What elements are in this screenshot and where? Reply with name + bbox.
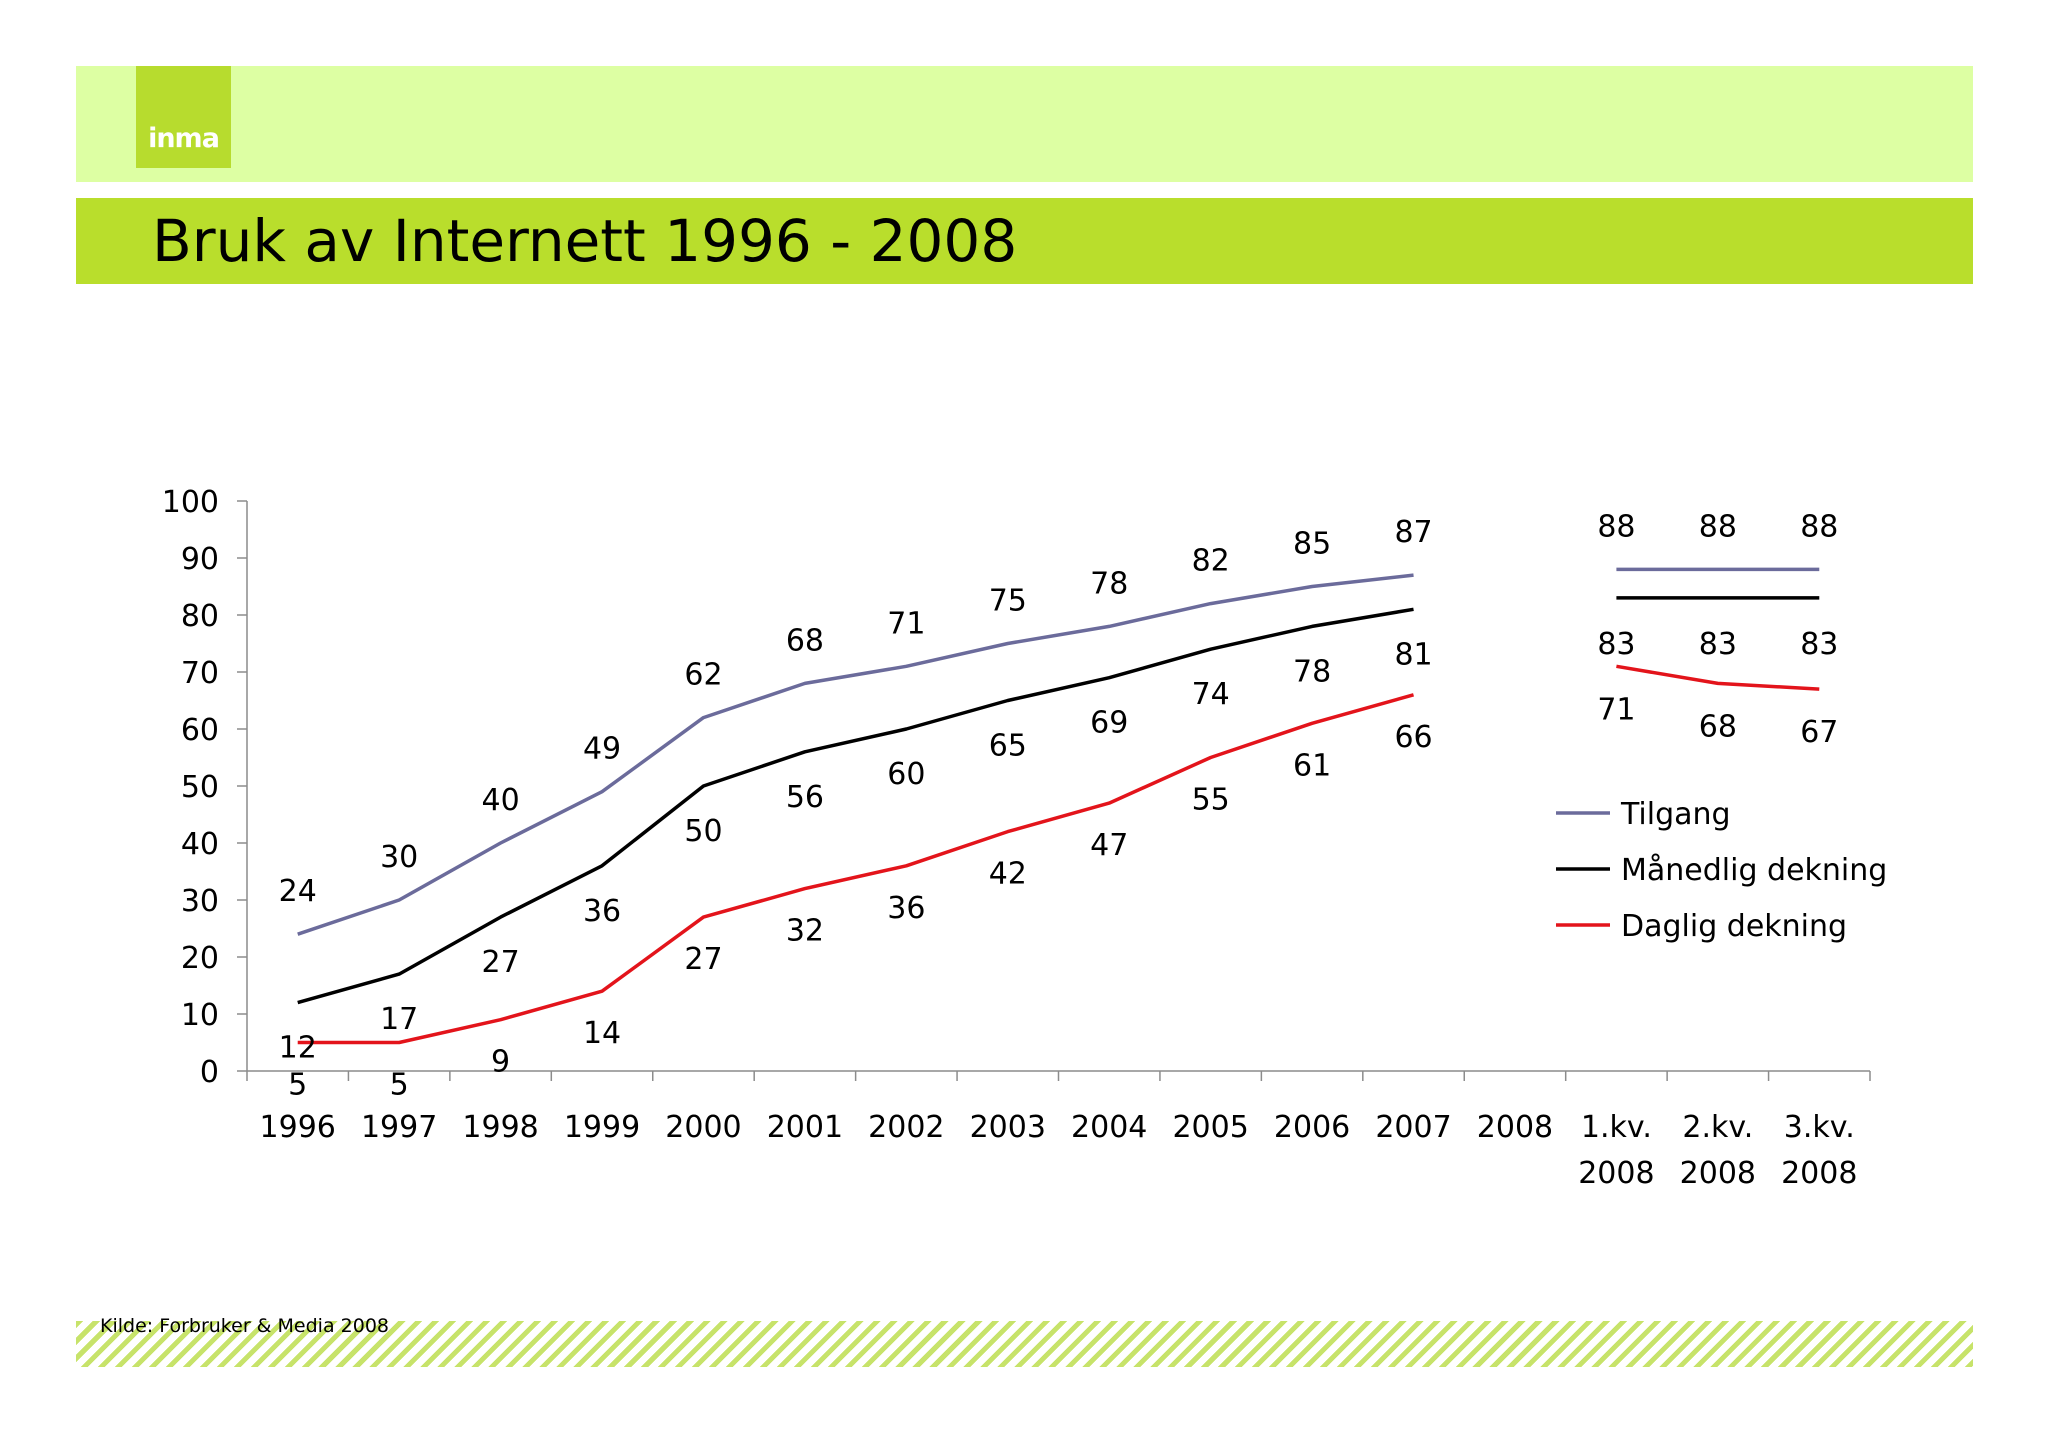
x-tick-label: 2002 — [868, 1110, 944, 1145]
data-label: 17 — [380, 1002, 418, 1037]
data-label: 81 — [1394, 637, 1432, 672]
y-tick-label: 30 — [181, 884, 219, 919]
data-label: 40 — [482, 783, 520, 818]
title-band: Bruk av Internett 1996 - 2008 — [76, 198, 1973, 284]
x-tick-label: 2.kv. — [1682, 1110, 1753, 1145]
data-label: 47 — [1090, 828, 1128, 863]
data-label: 88 — [1699, 509, 1737, 544]
data-label: 56 — [786, 780, 824, 815]
x-tick-label: 2003 — [970, 1110, 1046, 1145]
data-label: 36 — [887, 891, 925, 926]
data-label: 71 — [1597, 692, 1635, 727]
x-tick-label: 3.kv. — [1784, 1110, 1855, 1145]
x-tick-label: 1998 — [462, 1110, 538, 1145]
series-line-tilgang — [297, 573, 1414, 936]
series-line-daglig-dekning — [297, 693, 1415, 1045]
x-tick-label: 2004 — [1071, 1110, 1147, 1145]
x-tick-label: 1999 — [564, 1110, 640, 1145]
data-label: 85 — [1293, 527, 1331, 562]
x-tick-label: 2000 — [665, 1110, 741, 1145]
data-label: 5 — [288, 1068, 307, 1103]
data-label: 78 — [1293, 654, 1331, 689]
x-tick-label: 2005 — [1172, 1110, 1248, 1145]
data-label: 83 — [1699, 627, 1737, 662]
data-label: 62 — [684, 658, 722, 693]
data-label: 12 — [279, 1031, 317, 1066]
y-tick-label: 0 — [200, 1055, 219, 1090]
y-tick-label: 10 — [181, 998, 219, 1033]
data-label: 5 — [390, 1068, 409, 1103]
x-tick-label: 2001 — [767, 1110, 843, 1145]
data-label: 27 — [482, 945, 520, 980]
series-line-daglig-dekning — [1616, 664, 1820, 691]
y-tick-label: 20 — [181, 941, 219, 976]
data-label: 49 — [583, 732, 621, 767]
legend-label: Månedlig dekning — [1621, 853, 1887, 888]
inma-logo: inma — [136, 66, 231, 168]
x-tick-label: 1996 — [260, 1110, 336, 1145]
data-label: 27 — [684, 942, 722, 977]
x-tick-label: 1.kv. — [1581, 1110, 1652, 1145]
data-label: 71 — [887, 606, 925, 641]
page-title: Bruk av Internett 1996 - 2008 — [152, 207, 1018, 275]
data-label: 50 — [684, 814, 722, 849]
x-tick-label: 2008 — [1578, 1156, 1654, 1191]
data-label: 82 — [1192, 544, 1230, 579]
data-label: 83 — [1597, 627, 1635, 662]
x-tick-label: 2006 — [1274, 1110, 1350, 1145]
data-label: 30 — [380, 840, 418, 875]
source-caption: Kilde: Forbruker & Media 2008 — [100, 1315, 389, 1337]
y-tick-label: 50 — [181, 770, 219, 805]
data-label: 60 — [887, 757, 925, 792]
data-label: 88 — [1800, 509, 1838, 544]
data-label: 32 — [786, 914, 824, 949]
footer-stripe — [76, 1321, 1973, 1367]
x-tick-label: 1997 — [361, 1110, 437, 1145]
data-label: 42 — [989, 857, 1027, 892]
data-label: 78 — [1090, 566, 1128, 601]
data-label: 67 — [1800, 715, 1838, 750]
data-label: 9 — [491, 1045, 510, 1080]
series-line-månedlig-dekning — [297, 607, 1414, 1005]
data-label: 68 — [786, 623, 824, 658]
x-tick-label: 2008 — [1781, 1156, 1857, 1191]
data-label: 69 — [1090, 706, 1128, 741]
data-label: 68 — [1699, 709, 1737, 744]
y-tick-label: 70 — [181, 656, 219, 691]
data-label: 65 — [989, 729, 1027, 764]
legend-label: Tilgang — [1620, 797, 1731, 832]
data-label: 36 — [583, 894, 621, 929]
data-label: 61 — [1293, 748, 1331, 783]
y-tick-label: 60 — [181, 713, 219, 748]
x-tick-label: 2008 — [1477, 1110, 1553, 1145]
header-band — [76, 66, 1973, 182]
data-label: 55 — [1192, 783, 1230, 818]
data-label: 87 — [1394, 515, 1432, 550]
data-label: 83 — [1800, 627, 1838, 662]
y-tick-label: 100 — [162, 485, 219, 520]
legend-label: Daglig dekning — [1621, 909, 1847, 944]
data-label: 74 — [1192, 677, 1230, 712]
data-label: 88 — [1597, 509, 1635, 544]
data-label: 14 — [583, 1016, 621, 1051]
logo-text: inma — [148, 123, 220, 154]
x-tick-label: 2007 — [1375, 1110, 1451, 1145]
x-tick-label: 2008 — [1680, 1156, 1756, 1191]
y-tick-label: 90 — [181, 542, 219, 577]
y-tick-label: 40 — [181, 827, 219, 862]
data-label: 66 — [1394, 720, 1432, 755]
data-label: 75 — [989, 584, 1027, 619]
y-tick-label: 80 — [181, 599, 219, 634]
data-label: 24 — [279, 874, 317, 909]
